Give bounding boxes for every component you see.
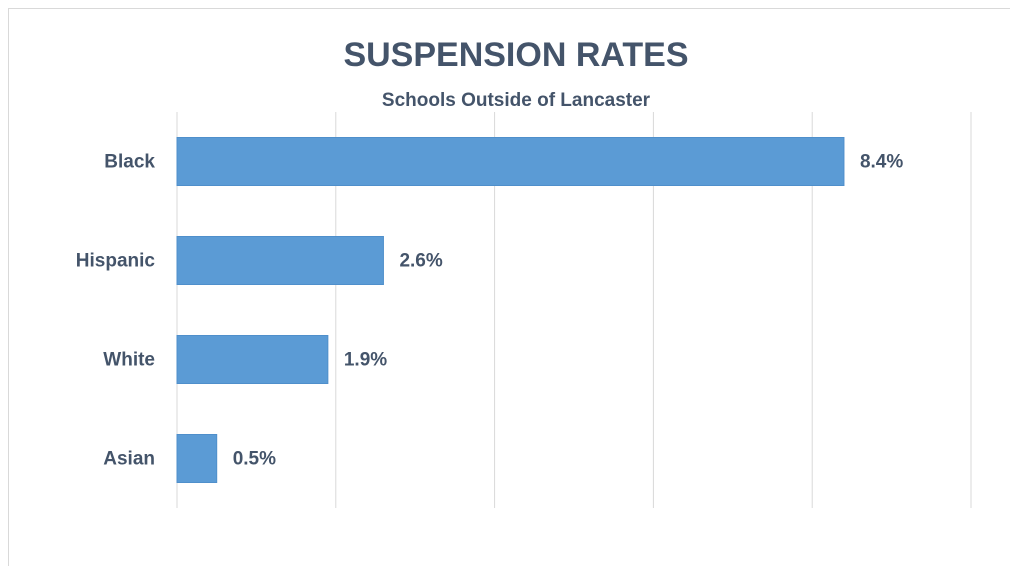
y-tick-label: Black	[104, 152, 155, 173]
y-tick-label: White	[103, 350, 155, 371]
value-label: 2.6%	[399, 251, 442, 272]
bar	[177, 237, 383, 285]
value-label: 0.5%	[233, 449, 276, 470]
y-tick-label: Asian	[103, 449, 155, 470]
chart-subtitle: Schools Outside of Lancaster	[382, 90, 651, 111]
bar	[177, 336, 328, 384]
bar	[177, 435, 217, 483]
y-tick-label: Hispanic	[76, 251, 156, 272]
value-label: 1.9%	[344, 350, 387, 371]
chart-title: SUSPENSION RATES	[343, 36, 688, 74]
value-label: 8.4%	[860, 152, 903, 173]
bar	[177, 138, 844, 186]
